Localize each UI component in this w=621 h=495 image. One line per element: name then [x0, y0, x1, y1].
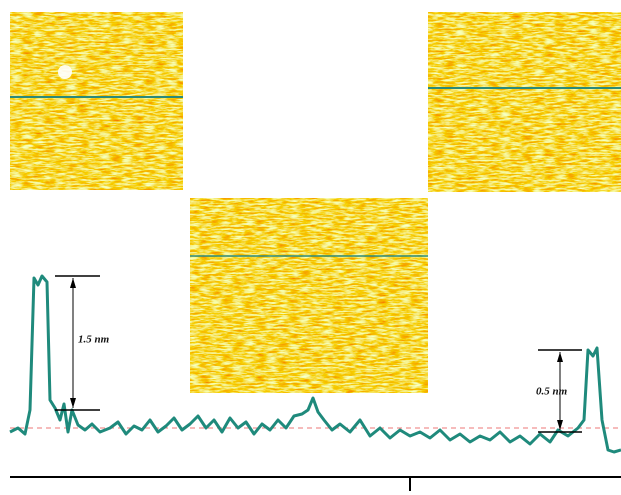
afm-image-right [428, 12, 621, 192]
arrow-head [557, 352, 563, 362]
height-profile [9, 274, 621, 454]
arrow-head [70, 278, 76, 288]
afm-image-center [190, 198, 428, 393]
arrow-head [70, 398, 76, 408]
afm-image-left [10, 12, 183, 190]
arrow-head [557, 420, 563, 430]
height-label: 1.5 nm [78, 334, 110, 346]
bright-spot [58, 65, 72, 79]
height-label: 0.5 nm [536, 386, 568, 398]
